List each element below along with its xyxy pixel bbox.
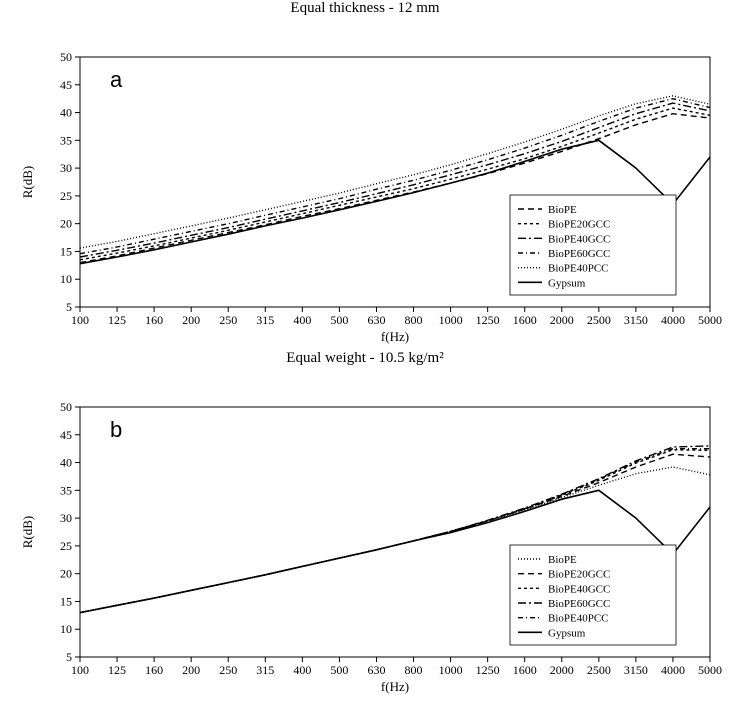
y-tick-label: 5 [66, 300, 72, 314]
legend-label: BioPE40PCC [548, 613, 609, 625]
legend-label: BioPE20GCC [548, 219, 610, 231]
y-tick-label: 5 [66, 650, 72, 664]
x-tick-label: 2000 [550, 313, 574, 327]
y-tick-label: 50 [60, 400, 72, 414]
x-tick-label: 800 [405, 663, 423, 677]
panel-letter: a [110, 67, 123, 92]
x-tick-label: 125 [108, 663, 126, 677]
chart-a: 5 10 15 20 25 30 35 40 45 50 100 125 160 200 250 315 400… [0, 17, 730, 357]
figure: Equal thickness - 12 mm 5 10 15 20 25 30 35 40 45… [0, 0, 730, 710]
x-tick-label: 1000 [439, 663, 463, 677]
y-tick-label: 40 [60, 456, 72, 470]
y-tick-label: 15 [60, 244, 72, 258]
y-tick-label: 20 [60, 567, 72, 581]
x-tick-label: 125 [108, 313, 126, 327]
legend-label: Gypsum [548, 627, 586, 639]
x-tick-label: 315 [256, 313, 274, 327]
y-tick-label: 10 [60, 622, 72, 636]
y-tick-label: 10 [60, 272, 72, 286]
x-tick-label: 400 [293, 313, 311, 327]
y-axis-label: R(dB) [20, 516, 35, 549]
x-tick-label: 630 [367, 313, 385, 327]
x-tick-label: 4000 [661, 313, 685, 327]
legend-label: BioPE60GCC [548, 598, 610, 610]
y-tick-label: 20 [60, 217, 72, 231]
x-tick-label: 1600 [513, 663, 537, 677]
x-tick-label: 200 [182, 313, 200, 327]
x-tick-label: 100 [71, 313, 89, 327]
y-tick-label: 35 [60, 133, 72, 147]
panel-title: Equal weight - 10.5 kg/m² [0, 350, 730, 367]
panel-a: Equal thickness - 12 mm 5 10 15 20 25 30 35 40 45… [0, 0, 730, 340]
x-tick-label: 1250 [476, 663, 500, 677]
legend-label: BioPE40PCC [548, 263, 609, 275]
legend-label: BioPE40GCC [548, 583, 610, 595]
x-tick-label: 3150 [624, 313, 648, 327]
x-tick-label: 160 [145, 663, 163, 677]
y-tick-label: 45 [60, 428, 72, 442]
x-tick-label: 5000 [698, 313, 722, 327]
x-tick-label: 5000 [698, 663, 722, 677]
x-tick-label: 200 [182, 663, 200, 677]
x-tick-label: 500 [330, 663, 348, 677]
legend-label: BioPE [548, 204, 577, 216]
x-tick-label: 3150 [624, 663, 648, 677]
x-tick-label: 630 [367, 663, 385, 677]
x-tick-label: 2500 [587, 663, 611, 677]
y-tick-label: 15 [60, 594, 72, 608]
legend-label: BioPE [548, 554, 577, 566]
x-tick-label: 1000 [439, 313, 463, 327]
x-tick-label: 500 [330, 313, 348, 327]
legend-label: BioPE20GCC [548, 569, 610, 581]
y-tick-label: 30 [60, 511, 72, 525]
x-tick-label: 160 [145, 313, 163, 327]
legend-label: BioPE40GCC [548, 233, 610, 245]
x-tick-label: 4000 [661, 663, 685, 677]
y-tick-label: 35 [60, 483, 72, 497]
x-tick-label: 100 [71, 663, 89, 677]
x-tick-label: 315 [256, 663, 274, 677]
x-tick-label: 2500 [587, 313, 611, 327]
legend-label: BioPE60GCC [548, 248, 610, 260]
x-tick-label: 400 [293, 663, 311, 677]
legend-label: Gypsum [548, 277, 586, 289]
y-tick-label: 40 [60, 106, 72, 120]
panel-b: Equal weight - 10.5 kg/m² 5 10 15 20 25 30 35 40… [0, 350, 730, 690]
y-axis-label: R(dB) [20, 166, 35, 199]
x-axis-label: f(Hz) [381, 329, 409, 344]
y-tick-label: 45 [60, 78, 72, 92]
x-axis-label: f(Hz) [381, 679, 409, 694]
y-tick-label: 25 [60, 189, 72, 203]
x-tick-label: 1250 [476, 313, 500, 327]
x-tick-label: 250 [219, 313, 237, 327]
y-tick-label: 50 [60, 50, 72, 64]
panel-title: Equal thickness - 12 mm [0, 0, 730, 17]
y-tick-label: 30 [60, 161, 72, 175]
panel-letter: b [110, 417, 122, 442]
x-tick-label: 800 [405, 313, 423, 327]
x-tick-label: 2000 [550, 663, 574, 677]
x-tick-label: 1600 [513, 313, 537, 327]
chart-b: 5 10 15 20 25 30 35 40 45 50 100 125 160 200 250 315 400… [0, 367, 730, 707]
x-tick-label: 250 [219, 663, 237, 677]
y-tick-label: 25 [60, 539, 72, 553]
